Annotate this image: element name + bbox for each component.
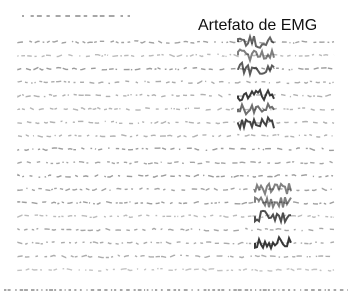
annotation: Artefato de EMG bbox=[198, 17, 317, 34]
page: {"annotation": "Artefato de EMG"} Artefa… bbox=[0, 0, 352, 303]
eeg-screenshot: Artefato de EMG bbox=[0, 0, 352, 303]
background bbox=[0, 0, 352, 303]
